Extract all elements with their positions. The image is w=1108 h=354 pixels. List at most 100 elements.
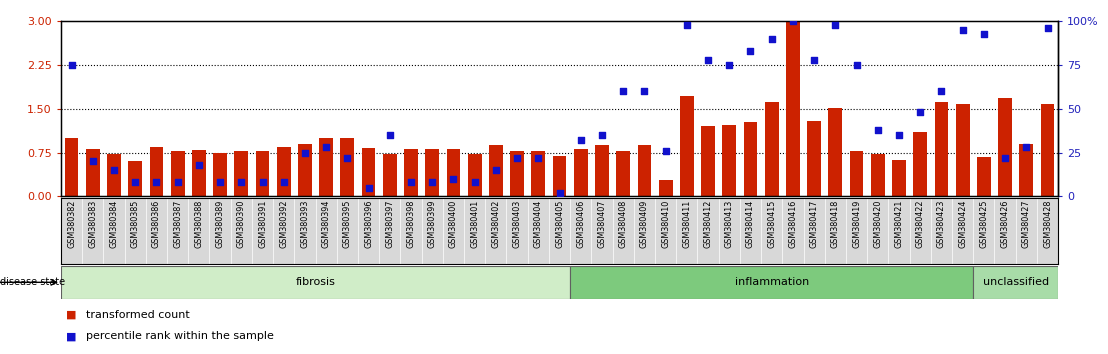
Text: GSM380386: GSM380386	[152, 200, 161, 248]
Point	[147, 179, 165, 185]
Text: GSM380402: GSM380402	[491, 200, 501, 248]
Bar	[150, 147, 163, 196]
Bar	[871, 154, 884, 196]
Bar	[977, 157, 991, 196]
Point	[699, 57, 717, 63]
Text: GSM380421: GSM380421	[894, 200, 903, 248]
Point	[848, 62, 865, 68]
Text: GSM380420: GSM380420	[873, 200, 882, 248]
Bar	[786, 21, 800, 196]
Point	[912, 109, 930, 115]
Point	[275, 179, 293, 185]
Text: GSM380408: GSM380408	[618, 200, 628, 248]
Point	[678, 22, 696, 28]
Point	[551, 190, 568, 196]
Text: GSM380407: GSM380407	[597, 200, 606, 248]
Text: GSM380391: GSM380391	[258, 200, 267, 248]
Text: GSM380398: GSM380398	[407, 200, 416, 248]
Text: GSM380387: GSM380387	[173, 200, 182, 248]
Text: GSM380405: GSM380405	[555, 200, 564, 248]
Bar	[701, 126, 715, 196]
Point	[572, 138, 589, 143]
Text: GSM380390: GSM380390	[237, 200, 246, 248]
Text: GSM380415: GSM380415	[767, 200, 777, 248]
Bar	[571, 266, 973, 299]
Point	[1017, 144, 1035, 150]
Text: GSM380417: GSM380417	[810, 200, 819, 248]
Point	[189, 162, 207, 168]
Bar	[256, 152, 269, 196]
Point	[741, 48, 759, 54]
Bar	[765, 102, 779, 196]
Text: GSM380425: GSM380425	[979, 200, 988, 248]
Bar	[1019, 144, 1033, 196]
Point	[869, 127, 886, 133]
Text: GSM380422: GSM380422	[915, 200, 925, 248]
Bar	[850, 151, 863, 196]
Point	[954, 27, 972, 33]
Bar	[361, 148, 376, 196]
Text: GSM380395: GSM380395	[342, 200, 352, 248]
Text: GSM380383: GSM380383	[89, 200, 98, 248]
Bar	[277, 147, 290, 196]
Text: GSM380411: GSM380411	[683, 200, 691, 248]
Point	[212, 179, 229, 185]
Point	[762, 36, 780, 42]
Bar	[722, 125, 736, 196]
Text: GSM380396: GSM380396	[365, 200, 373, 248]
Point	[168, 179, 186, 185]
Point	[1038, 25, 1056, 31]
Bar	[829, 108, 842, 196]
Point	[402, 179, 420, 185]
Bar	[574, 149, 587, 196]
Bar	[319, 138, 334, 196]
Text: GSM380394: GSM380394	[321, 200, 330, 248]
Text: GSM380400: GSM380400	[449, 200, 458, 248]
Text: GSM380410: GSM380410	[661, 200, 670, 248]
Text: GSM380428: GSM380428	[1043, 200, 1051, 248]
Point	[784, 18, 802, 24]
Text: GSM380406: GSM380406	[576, 200, 585, 248]
Text: GSM380392: GSM380392	[279, 200, 288, 248]
Text: GSM380393: GSM380393	[300, 200, 309, 248]
Bar	[447, 149, 460, 196]
Point	[233, 179, 250, 185]
Point	[444, 176, 462, 182]
Point	[933, 88, 951, 94]
Bar	[171, 151, 185, 196]
Bar	[973, 266, 1058, 299]
Point	[636, 88, 654, 94]
Point	[530, 155, 547, 161]
Bar	[404, 149, 418, 196]
Point	[657, 148, 675, 154]
Bar	[340, 138, 355, 196]
Bar	[383, 154, 397, 196]
Point	[63, 62, 81, 68]
Text: percentile rank within the sample: percentile rank within the sample	[86, 331, 275, 341]
Bar	[553, 156, 566, 196]
Bar	[61, 266, 571, 299]
Point	[593, 132, 611, 138]
Text: GSM380416: GSM380416	[789, 200, 798, 248]
Text: ■: ■	[66, 331, 76, 341]
Bar	[998, 98, 1012, 196]
Point	[105, 167, 123, 173]
Point	[360, 185, 378, 190]
Text: GSM380397: GSM380397	[386, 200, 394, 248]
Text: ■: ■	[66, 310, 76, 320]
Text: GSM380414: GSM380414	[746, 200, 755, 248]
Text: GSM380385: GSM380385	[131, 200, 140, 248]
Bar	[64, 138, 79, 196]
Bar	[934, 102, 948, 196]
Text: GSM380389: GSM380389	[216, 200, 225, 248]
Bar	[107, 154, 121, 196]
Bar	[86, 149, 100, 196]
Point	[317, 144, 335, 150]
Point	[614, 88, 632, 94]
Point	[827, 22, 844, 28]
Text: GSM380403: GSM380403	[513, 200, 522, 248]
Text: inflammation: inflammation	[735, 277, 809, 287]
Point	[509, 155, 526, 161]
Bar	[956, 104, 970, 196]
Text: GSM380388: GSM380388	[194, 200, 204, 248]
